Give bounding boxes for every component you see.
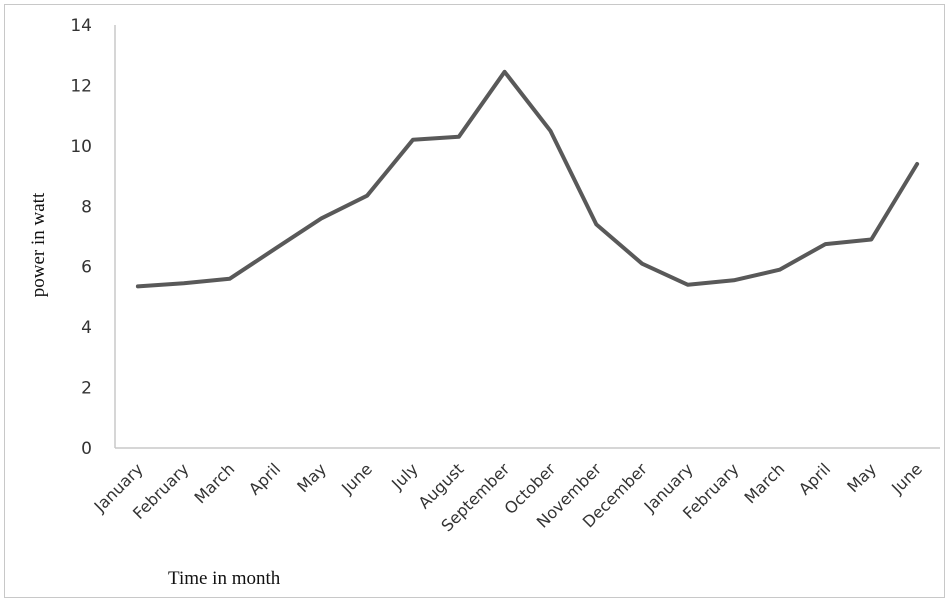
data-point: [548, 129, 552, 133]
data-point: [594, 222, 598, 226]
data-point: [778, 268, 782, 272]
y-tick-label: 10: [70, 137, 92, 157]
x-tick-label: March: [190, 459, 238, 507]
data-point: [319, 216, 323, 220]
data-point: [273, 247, 277, 251]
data-point: [732, 278, 736, 282]
data-point: [503, 70, 507, 74]
data-point: [365, 194, 369, 198]
y-tick-label: 0: [81, 439, 92, 459]
data-point: [457, 135, 461, 139]
y-tick-label: 6: [81, 258, 92, 278]
data-point: [686, 283, 690, 287]
x-tick-label: March: [740, 459, 788, 507]
x-tick-label: June: [887, 459, 926, 498]
y-tick-label: 12: [70, 76, 92, 96]
data-point: [136, 284, 140, 288]
y-axis-title: power in watt: [28, 192, 49, 297]
y-tick-label: 2: [81, 379, 92, 399]
x-tick-label: April: [795, 459, 834, 498]
data-point: [182, 281, 186, 285]
series-group: [135, 69, 920, 289]
y-tick-label: 8: [81, 197, 92, 217]
x-tick-label: July: [387, 459, 421, 493]
y-axis-ticks: 0 2 4 6 8 10 12 14: [70, 16, 92, 459]
data-point: [915, 162, 919, 166]
data-point: [228, 277, 232, 281]
chart-frame: [4, 4, 945, 598]
data-point: [823, 242, 827, 246]
data-point: [640, 262, 644, 266]
y-tick-label: 14: [70, 16, 92, 36]
data-point: [869, 238, 873, 242]
x-tick-label: May: [293, 459, 330, 496]
y-tick-label: 4: [81, 318, 92, 338]
x-tick-label: June: [337, 459, 376, 498]
series-line: [135, 69, 920, 289]
x-axis-title: Time in month: [168, 568, 281, 589]
data-point: [411, 138, 415, 142]
x-tick-label: April: [245, 459, 284, 498]
x-tick-label: May: [843, 459, 880, 496]
